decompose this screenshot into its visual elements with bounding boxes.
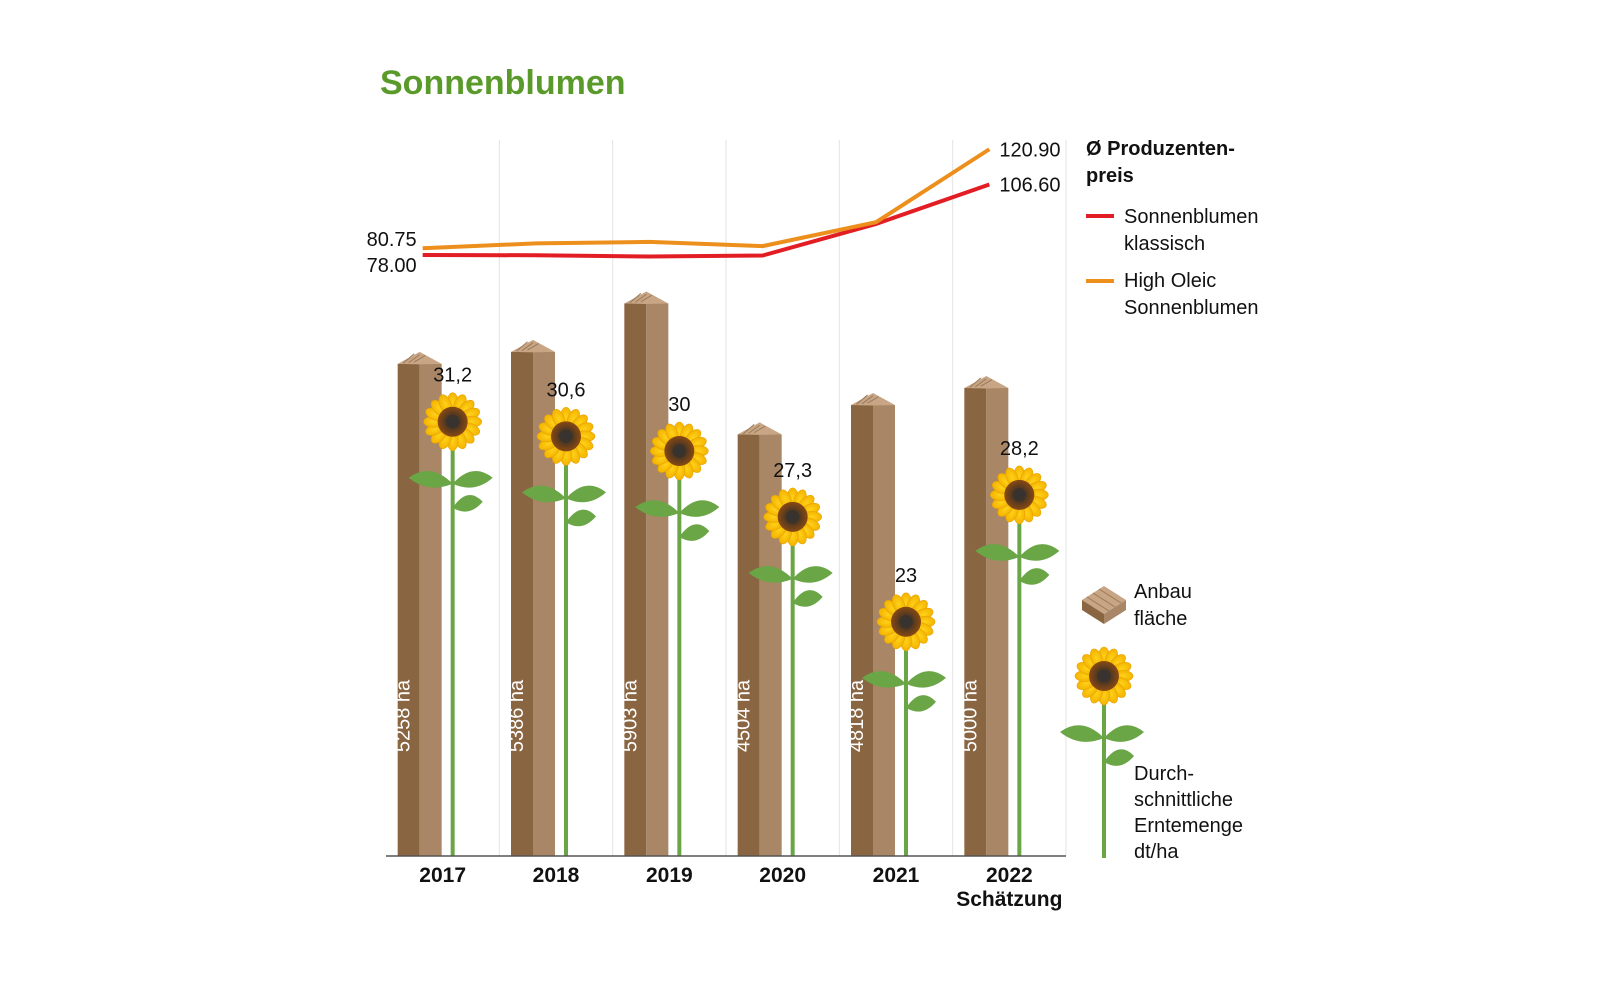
area-bar-label: 5386 ha xyxy=(506,679,528,752)
area-legend-icon xyxy=(1082,586,1126,624)
price-line-high-oleic xyxy=(422,147,991,251)
yield-label: 28,2 xyxy=(1000,438,1039,460)
x-tick-note: Schätzung xyxy=(956,888,1062,911)
area-bar: 5386 ha xyxy=(506,339,555,856)
area-bars: 5258 ha 5386 ha 5903 ha 4504 ha 4818 ha 5000 … xyxy=(393,291,1009,856)
price-start-label: 80.75 xyxy=(367,229,417,251)
area-bar: 5903 ha xyxy=(619,291,669,856)
sunflower-icon xyxy=(975,465,1060,856)
price-end-label: 106.60 xyxy=(999,175,1060,197)
legend-classic-2: klassisch xyxy=(1124,233,1205,255)
area-legend-2: fläche xyxy=(1134,608,1187,630)
area-bar-label: 5903 ha xyxy=(619,679,641,752)
sunflower-icon xyxy=(408,392,493,856)
legend: Ø Produzenten- preis Sonnenblumen klassi… xyxy=(1060,138,1259,863)
yield-flowers: 31,2 30,6 30 27,3 23 28,2 xyxy=(408,365,1060,856)
area-bar-label: 5258 ha xyxy=(393,679,415,752)
yield-legend-4: dt/ha xyxy=(1134,841,1179,863)
yield-label: 30 xyxy=(668,394,690,416)
x-tick-label: 2017 xyxy=(419,864,466,887)
sunflower-icon xyxy=(522,407,606,856)
legend-classic-1: Sonnenblumen xyxy=(1124,206,1259,228)
price-start-label: 78.00 xyxy=(367,255,417,277)
x-tick-label: 2019 xyxy=(646,864,693,887)
yield-label: 27,3 xyxy=(773,460,812,482)
yield-legend-1: Durch- xyxy=(1134,763,1194,785)
yield-legend-2: schnittliche xyxy=(1134,789,1233,811)
area-bar: 4504 ha xyxy=(733,422,782,856)
sunflower-icon xyxy=(635,421,720,856)
area-bar-label: 5000 ha xyxy=(959,679,981,752)
area-bar-label: 4818 ha xyxy=(846,679,868,752)
x-tick-label: 2022 xyxy=(986,864,1033,887)
sunflower-icon xyxy=(862,592,946,856)
yield-label: 23 xyxy=(895,565,917,587)
x-tick-label: 2021 xyxy=(873,864,920,887)
sunflower-icon xyxy=(1060,646,1144,858)
legend-high-oleic-1: High Oleic xyxy=(1124,270,1216,292)
grid-lines xyxy=(498,140,1067,856)
yield-legend-3: Erntemenge xyxy=(1134,815,1243,837)
area-bar-label: 4504 ha xyxy=(733,679,755,752)
sunflower-legend-icon xyxy=(1060,646,1144,858)
sunflower-icon xyxy=(748,487,833,856)
legend-high-oleic-2: Sonnenblumen xyxy=(1124,297,1259,319)
chart-title: Sonnenblumen xyxy=(380,64,626,102)
x-tick-label: 2018 xyxy=(533,864,580,887)
price-end-label: 120.90 xyxy=(999,139,1060,161)
area-legend-1: Anbau xyxy=(1134,581,1192,603)
price-legend-title-1: Ø Produzenten- xyxy=(1086,138,1235,160)
price-lines: 78.00 106.60 80.75 120.90 xyxy=(367,139,1061,277)
price-line-classic xyxy=(422,182,990,259)
yield-label: 31,2 xyxy=(433,365,472,387)
x-tick-label: 2020 xyxy=(759,864,806,887)
price-legend-title-2: preis xyxy=(1086,165,1134,187)
yield-label: 30,6 xyxy=(547,379,586,401)
